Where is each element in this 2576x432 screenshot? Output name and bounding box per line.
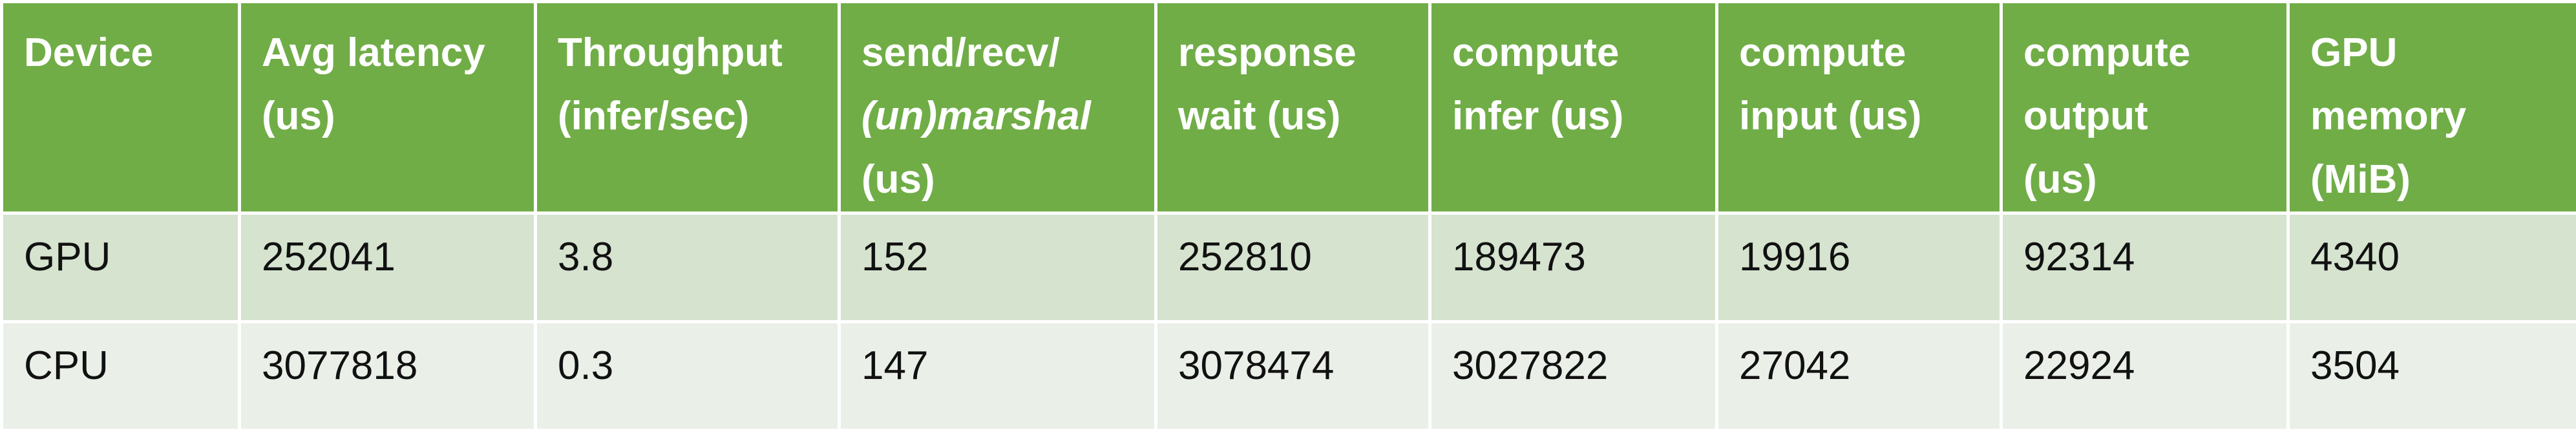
- header-line: (un)marshal: [861, 85, 1134, 148]
- cell-gpu-memory: 4340: [2288, 213, 2576, 322]
- cell-compute-input: 27042: [1717, 322, 2001, 431]
- column-header-response-wait: response wait (us): [1156, 2, 1430, 213]
- header-line: GPU: [2310, 21, 2555, 85]
- header-line: Device: [24, 21, 217, 85]
- column-header-send-recv-marshal: send/recv/ (un)marshal (us): [839, 2, 1156, 213]
- cell-compute-output: 92314: [2001, 213, 2288, 322]
- header-line: compute: [1739, 21, 1979, 85]
- cell-compute-infer: 3027822: [1430, 322, 1717, 431]
- cell-compute-input: 19916: [1717, 213, 2001, 322]
- cell-avg-latency: 252041: [240, 213, 536, 322]
- header-line: Throughput: [558, 21, 817, 85]
- header-line: compute: [1452, 21, 1694, 85]
- cell-compute-output: 22924: [2001, 322, 2288, 431]
- table-row-cpu: CPU 3077818 0.3 147 3078474 3027822 2704…: [2, 322, 2576, 431]
- column-header-compute-input: compute input (us): [1717, 2, 2001, 213]
- header-line: infer (us): [1452, 85, 1694, 148]
- header-line: response: [1178, 21, 1408, 85]
- header-line: input (us): [1739, 85, 1979, 148]
- cell-avg-latency: 3077818: [240, 322, 536, 431]
- benchmark-table-container: Device Avg latency (us) Throughput (infe…: [0, 0, 2576, 414]
- header-line: memory: [2310, 85, 2555, 148]
- column-header-compute-output: compute output (us): [2001, 2, 2288, 213]
- table-row-gpu: GPU 252041 3.8 152 252810 189473 19916 9…: [2, 213, 2576, 322]
- header-row: Device Avg latency (us) Throughput (infe…: [2, 2, 2576, 213]
- column-header-device: Device: [2, 2, 240, 213]
- cell-response-wait: 3078474: [1156, 322, 1430, 431]
- cell-send-recv-marshal: 147: [839, 322, 1156, 431]
- column-header-gpu-memory: GPU memory (MiB): [2288, 2, 2576, 213]
- cell-send-recv-marshal: 152: [839, 213, 1156, 322]
- cell-throughput: 0.3: [536, 322, 839, 431]
- cell-gpu-memory: 3504: [2288, 322, 2576, 431]
- header-line: output: [2023, 85, 2266, 148]
- header-line: (us): [262, 85, 513, 148]
- header-line: compute: [2023, 21, 2266, 85]
- header-line: Avg latency: [262, 21, 513, 85]
- cell-device: CPU: [2, 322, 240, 431]
- header-line: (infer/sec): [558, 85, 817, 148]
- header-line: (us): [2023, 148, 2266, 211]
- cell-response-wait: 252810: [1156, 213, 1430, 322]
- header-line: send/recv/: [861, 21, 1134, 85]
- cell-throughput: 3.8: [536, 213, 839, 322]
- column-header-throughput: Throughput (infer/sec): [536, 2, 839, 213]
- header-line: (us): [861, 148, 1134, 211]
- column-header-avg-latency: Avg latency (us): [240, 2, 536, 213]
- cell-compute-infer: 189473: [1430, 213, 1717, 322]
- cell-device: GPU: [2, 213, 240, 322]
- header-line: wait (us): [1178, 85, 1408, 148]
- column-header-compute-infer: compute infer (us): [1430, 2, 1717, 213]
- header-line: (MiB): [2310, 148, 2555, 211]
